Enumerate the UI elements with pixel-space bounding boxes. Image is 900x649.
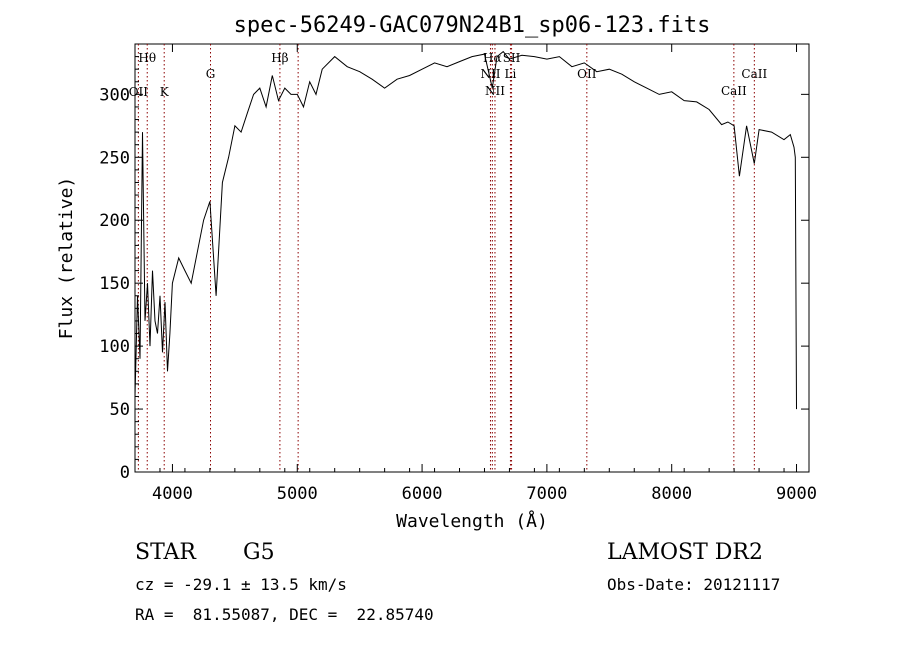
line-marker-label: OII: [129, 85, 149, 99]
line-marker-label: G: [206, 67, 216, 81]
line-marker-label: Hα: [483, 51, 502, 65]
x-tick-label: 6000: [402, 484, 443, 504]
line-marker-label: K: [160, 85, 170, 99]
x-axis-label: Wavelength (Å): [396, 510, 548, 532]
y-tick-label: 300: [99, 85, 130, 105]
y-tick-label: 100: [99, 337, 130, 357]
x-tick-label: 5000: [277, 484, 318, 504]
line-marker-label: NII: [485, 84, 505, 98]
y-tick-label: 0: [120, 463, 130, 483]
object-class: STAR: [135, 540, 196, 565]
y-tick-label: 150: [99, 274, 130, 294]
redshift-readout: cz = -29.1 ± 13.5 km/s: [135, 575, 347, 594]
line-marker-label: CaII: [721, 84, 747, 98]
survey-label: LAMOST DR2: [607, 540, 763, 565]
y-tick-label: 50: [110, 400, 130, 420]
spectrum-series-line: [134, 50, 797, 410]
x-axis: 4000 5000 6000 7000 8000 9000: [134, 44, 817, 504]
object-subclass: G5: [243, 540, 275, 565]
y-tick-label: 200: [99, 211, 130, 231]
line-marker-label: OII: [577, 67, 597, 81]
obs-date: Obs-Date: 20121117: [607, 575, 781, 594]
line-marker-label: NII: [480, 67, 500, 81]
line-marker-label: Hβ: [271, 51, 288, 65]
chart-title: spec-56249-GAC079N24B1_sp06-123.fits: [234, 13, 711, 38]
line-marker-label: CaII: [741, 67, 767, 81]
coordinates: RA = 81.55087, DEC = 22.85740: [135, 605, 434, 624]
y-axis: 0 50 100 150 200 250 300: [99, 56, 809, 483]
x-tick-label: 7000: [526, 484, 567, 504]
x-tick-label: 8000: [651, 484, 692, 504]
line-marker-label: Hθ: [138, 51, 156, 65]
x-tick-label: 9000: [776, 484, 817, 504]
line-marker-label: Li: [505, 67, 517, 81]
y-tick-label: 250: [99, 148, 130, 168]
y-axis-label: Flux (relative): [56, 177, 77, 340]
x-tick-label: 4000: [152, 484, 193, 504]
